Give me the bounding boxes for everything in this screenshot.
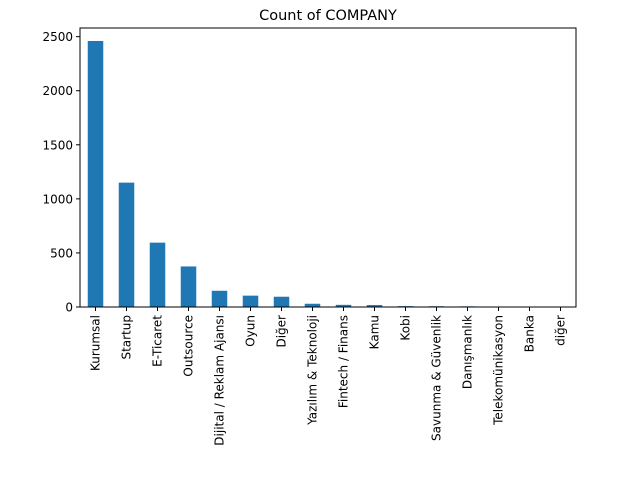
x-tick-label: Oyun <box>244 315 258 347</box>
bar <box>211 290 228 307</box>
x-tick-label: E-Ticaret <box>151 315 165 367</box>
bar <box>118 182 135 307</box>
y-tick-label: 0 <box>65 301 73 315</box>
bar <box>366 305 383 307</box>
x-axis: Kurumsal Startup E-Ticaret Outsource Dijital… <box>89 307 568 446</box>
bar <box>304 303 321 307</box>
x-tick-label: Kurumsal <box>89 315 103 371</box>
plot-frame <box>79 27 577 308</box>
x-tick-label: Dijital / Reklam Ajansı <box>213 315 227 446</box>
y-tick-label: 1500 <box>42 138 73 152</box>
x-tick-label: Banka <box>523 315 537 352</box>
x-tick-label: Savunma & Güvenlik <box>430 315 444 441</box>
x-tick-label: Danışmanlık <box>461 315 475 389</box>
x-tick-label: diğer <box>554 315 568 346</box>
x-tick-label: Startup <box>120 315 134 360</box>
x-tick-label: Kamu <box>368 315 382 349</box>
bar <box>335 304 352 307</box>
bar <box>149 242 166 307</box>
chart-title: Count of COMPANY <box>259 8 397 24</box>
x-tick-label: Telekomünikasyon <box>492 315 506 426</box>
y-tick-label: 2500 <box>42 30 73 44</box>
x-tick-label: Outsource <box>182 315 196 377</box>
x-tick-label: Diğer <box>275 315 289 348</box>
bar <box>242 295 259 307</box>
x-tick-label: Yazılım & Teknoloji <box>306 315 320 426</box>
y-tick-label: 1000 <box>42 192 73 206</box>
y-tick-label: 2000 <box>42 84 73 98</box>
bar <box>273 296 290 307</box>
y-tick-label: 500 <box>50 246 73 260</box>
x-tick-label: Kobi <box>399 315 413 341</box>
bar <box>87 40 104 307</box>
y-axis: 0 500 1000 1500 2000 2500 <box>42 30 80 315</box>
bars-group <box>87 40 569 307</box>
x-tick-label: Fintech / Finans <box>337 315 351 408</box>
bar <box>180 266 197 307</box>
